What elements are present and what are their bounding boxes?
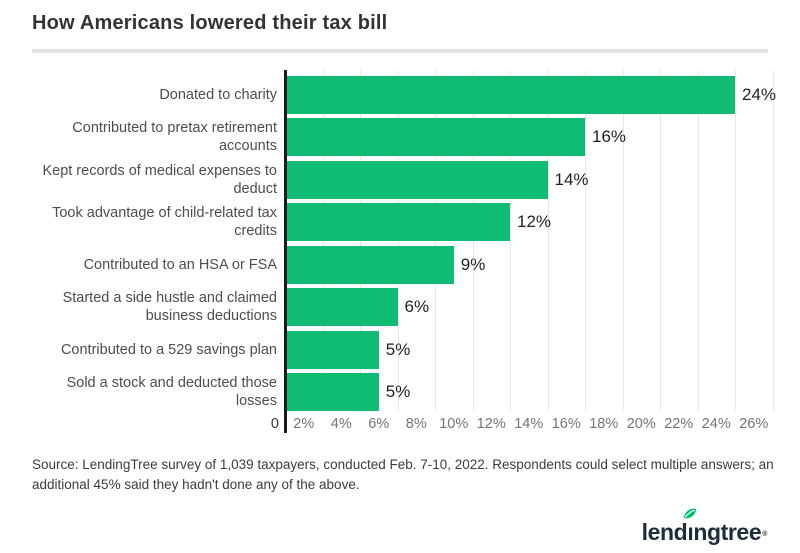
title-divider (32, 49, 768, 53)
value-label: 5% (385, 382, 411, 401)
x-tick-label: 14% (514, 416, 544, 432)
x-tick-label: 24% (701, 416, 731, 432)
value-label: 6% (404, 297, 430, 316)
bar (286, 75, 735, 114)
plot-gridline (622, 70, 624, 411)
plot-gridline (772, 70, 774, 411)
category-label: Contributed to a 529 savings plan (60, 341, 277, 358)
value-label: 16% (592, 127, 627, 146)
category-label: Kept records of medical expenses to dedu… (42, 162, 277, 197)
logo-text-post: ngtree (693, 519, 762, 545)
leaf-icon (683, 508, 697, 519)
bar (286, 330, 379, 369)
x-tick-label: 4% (330, 416, 352, 432)
x-tick-label: 16% (551, 416, 581, 432)
bar (286, 160, 548, 199)
source-note: Source: LendingTree survey of 1,039 taxp… (32, 457, 774, 492)
plot-gridline (510, 70, 511, 411)
plot-gridline (735, 70, 736, 411)
plot-gridline (585, 70, 586, 411)
x-tick-label: 18% (589, 416, 619, 432)
category-label: Donated to charity (159, 86, 277, 103)
value-label: 14% (554, 169, 589, 189)
x-tick-label: 6% (368, 416, 390, 432)
lendingtree-logo: lendı ngtree® (641, 508, 767, 546)
x-tick-label: 12% (476, 416, 506, 432)
logo-text-i: ı (687, 519, 694, 545)
x-tick-label: 0 (270, 416, 279, 432)
value-label: 5% (385, 339, 411, 359)
x-tick-label: 8% (405, 416, 427, 432)
category-label: Contributed to pretax retirement account… (72, 120, 277, 154)
value-label: 9% (460, 254, 486, 274)
plot-gridline (547, 70, 549, 411)
bar (286, 245, 454, 284)
value-label: 12% (517, 212, 552, 231)
y-axis-line (283, 70, 287, 433)
bar (286, 203, 510, 241)
x-tick-label: 20% (626, 416, 656, 432)
plot-gridline (660, 70, 661, 411)
bar (286, 288, 398, 326)
logo-text-pre: lend (641, 519, 688, 545)
x-tick-label: 10% (439, 416, 469, 432)
x-tick-label: 26% (739, 416, 769, 432)
category-label: Took advantage of child-related tax cred… (52, 205, 277, 239)
category-label: Sold a stock and deducted those losses (66, 375, 277, 409)
x-tick-label: 22% (664, 416, 694, 432)
page-title: How Americans lowered their tax bill (32, 12, 388, 34)
x-tick-label: 2% (293, 416, 315, 432)
plot-gridline (697, 70, 699, 411)
registered-mark: ® (762, 531, 767, 538)
category-label: Contributed to an HSA or FSA (83, 256, 277, 273)
bar (286, 118, 585, 156)
value-label: 24% (742, 84, 777, 104)
category-label: Started a side hustle and claimed busine… (62, 290, 277, 324)
bar (286, 373, 379, 411)
